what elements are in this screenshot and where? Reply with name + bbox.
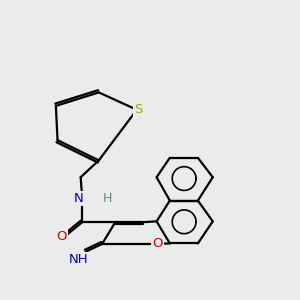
Text: O: O	[152, 237, 163, 250]
Text: S: S	[134, 103, 142, 116]
Text: O: O	[56, 230, 67, 243]
Text: N: N	[74, 192, 83, 206]
Text: NH: NH	[69, 253, 88, 266]
Text: H: H	[102, 192, 112, 205]
